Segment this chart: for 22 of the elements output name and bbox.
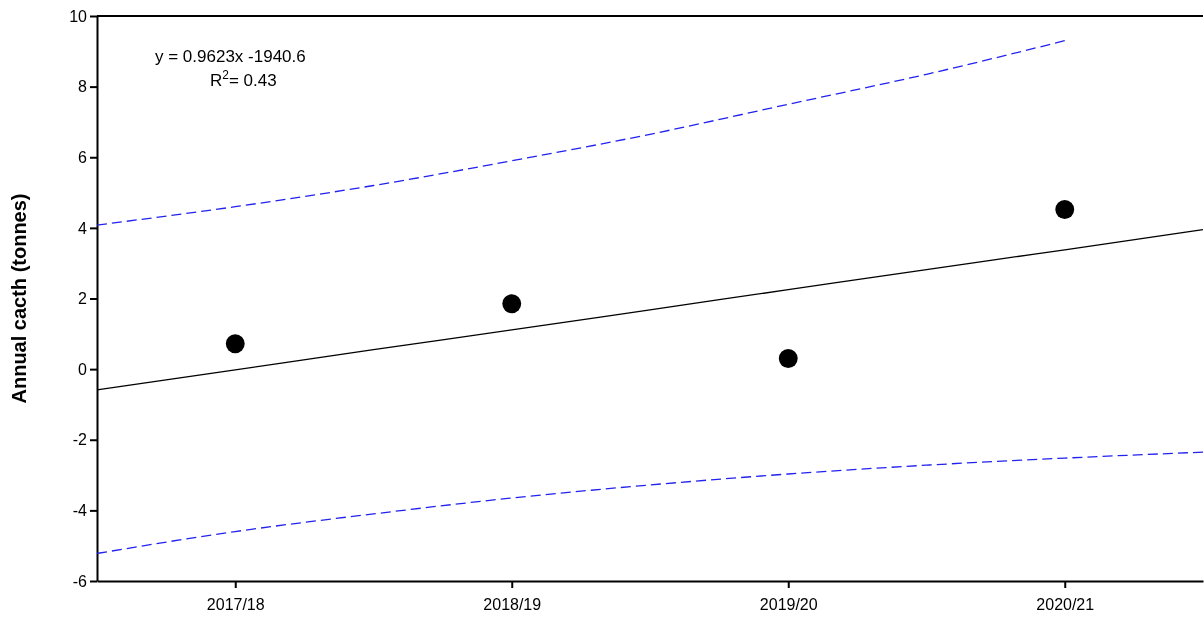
point [1055,200,1075,219]
y-tick-label: 0 [78,360,88,378]
x-tick-label: 2020/21 [1036,596,1095,614]
y-tick-label: 8 [78,78,88,96]
y-tick-label: -2 [72,431,88,449]
x-tick-label: 2017/18 [206,596,265,614]
y-tick-label: 10 [69,7,88,25]
x-tick-label: 2018/19 [483,596,542,614]
y-axis-title: Annual cacth (tonnes) [8,193,30,404]
point [778,349,798,368]
annotation: R$^{2}$= 0.43 [210,68,277,90]
line-series [96,40,1066,226]
y-tick-label: -6 [72,572,88,590]
line-series [96,451,1204,555]
y-tick-label: 6 [78,148,88,166]
annotation: y = 0.9623x -1940.6 [155,47,306,66]
point [502,294,522,314]
y-tick-label: -4 [72,501,88,519]
x-tick-label: 2019/20 [759,596,818,614]
y-tick-label: 4 [78,219,88,237]
point [225,334,245,354]
y-tick-label: 2 [78,290,88,308]
